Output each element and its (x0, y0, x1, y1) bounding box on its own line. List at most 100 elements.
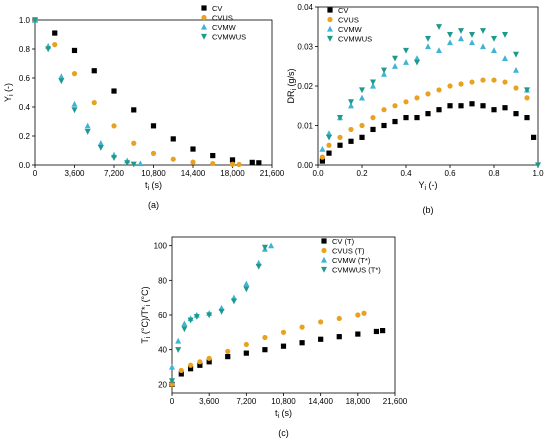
data-point (513, 111, 519, 117)
data-point (403, 99, 409, 105)
data-point (359, 134, 365, 140)
x-axis-label: Yi (-) (418, 180, 437, 192)
data-point (131, 107, 137, 113)
data-point (249, 159, 255, 165)
data-point (169, 363, 175, 370)
data-point (299, 324, 305, 330)
series-cvmw-t- (169, 242, 275, 370)
y-tick-label: 80 (158, 276, 167, 285)
data-point (190, 146, 196, 152)
x-tick-label: 7,200 (236, 397, 257, 406)
data-point (218, 308, 225, 315)
legend-label: CVMW (212, 23, 237, 32)
data-point (513, 67, 519, 73)
legend-label: CVMWUS (338, 34, 372, 43)
data-point (71, 71, 78, 77)
data-point (150, 150, 157, 156)
legend-marker (321, 238, 327, 244)
data-point (255, 263, 262, 270)
y-tick-label: 20 (158, 380, 167, 389)
y-tick-label: 0.03 (297, 43, 313, 52)
x-tick-label: 0 (170, 397, 175, 406)
data-point (373, 328, 380, 335)
data-point (381, 67, 387, 74)
data-point (137, 160, 144, 167)
data-point (524, 95, 530, 101)
legend-marker (321, 266, 327, 273)
y-tick-label: 0.0 (19, 161, 31, 170)
data-point (326, 150, 332, 156)
data-point (206, 312, 213, 319)
chart-c: 0 3,600 7,200 10,800 14,400 18,000 21,600 20 40 6… (140, 236, 408, 438)
y-tick-label: 40 (158, 346, 167, 355)
chart-b: 0.0 0.2 0.4 0.6 0.8 1.0 0.00 0.01 0.02 0.03 0.04 Yi… (286, 3, 544, 215)
x-axis-label: ti (s) (275, 408, 292, 420)
data-point (370, 79, 376, 86)
data-point (491, 77, 497, 83)
series-cvus-t- (169, 310, 367, 387)
plot-frame (34, 19, 273, 166)
legend-marker (327, 16, 333, 23)
data-point (181, 320, 188, 327)
data-point (491, 47, 497, 54)
data-point (502, 105, 508, 111)
data-point (187, 362, 194, 368)
data-point (225, 348, 231, 354)
data-point (392, 118, 398, 125)
data-point (403, 47, 409, 54)
data-point (531, 134, 537, 140)
series-cvus (32, 17, 242, 168)
data-point (84, 129, 91, 135)
data-point (524, 87, 530, 94)
data-point (193, 314, 200, 320)
x-tick-label: 0 (33, 169, 38, 178)
x-tick-label: 14,400 (308, 397, 333, 406)
legend-label: CV (338, 6, 348, 15)
data-point (178, 367, 184, 374)
data-point (170, 136, 176, 142)
data-point (447, 32, 453, 38)
data-point (337, 134, 343, 140)
data-point (359, 87, 365, 94)
data-point (502, 32, 508, 38)
data-point (359, 94, 365, 101)
data-point (535, 162, 541, 169)
series-cvmw (32, 16, 144, 167)
legend-marker (327, 35, 333, 42)
data-point (469, 39, 475, 46)
y-tick-label: 0.2 (19, 132, 31, 141)
y-tick-label: 0.02 (297, 82, 313, 91)
x-tick-label: 14,400 (181, 169, 206, 178)
series-cv-t- (169, 328, 386, 387)
data-point (280, 343, 287, 349)
data-point (32, 17, 38, 24)
x-tick-label: 18,000 (346, 397, 371, 406)
data-point (268, 242, 275, 249)
data-point (359, 122, 365, 129)
data-point (181, 326, 188, 333)
data-point (524, 115, 530, 121)
data-point (337, 142, 343, 148)
legend-label: CVMWUS (T*) (332, 265, 381, 274)
data-point (447, 103, 453, 109)
data-point (319, 146, 326, 152)
data-point (436, 24, 442, 30)
x-tick-label: 0.2 (356, 169, 368, 178)
data-point (229, 161, 236, 167)
chart-a: 0 3,600 7,200 10,800 14,400 18,000 21,600 0.0 0.… (3, 4, 285, 210)
data-point (318, 319, 324, 325)
x-tick-label: 18,000 (220, 169, 245, 178)
data-point (170, 156, 176, 162)
data-point (425, 43, 431, 50)
data-point (436, 47, 442, 54)
data-point (256, 160, 262, 166)
data-point (436, 107, 442, 113)
data-point (280, 329, 287, 335)
legend-marker (321, 247, 327, 254)
data-point (355, 312, 361, 318)
data-point (261, 244, 268, 251)
data-point (91, 68, 97, 74)
data-point (447, 39, 453, 46)
